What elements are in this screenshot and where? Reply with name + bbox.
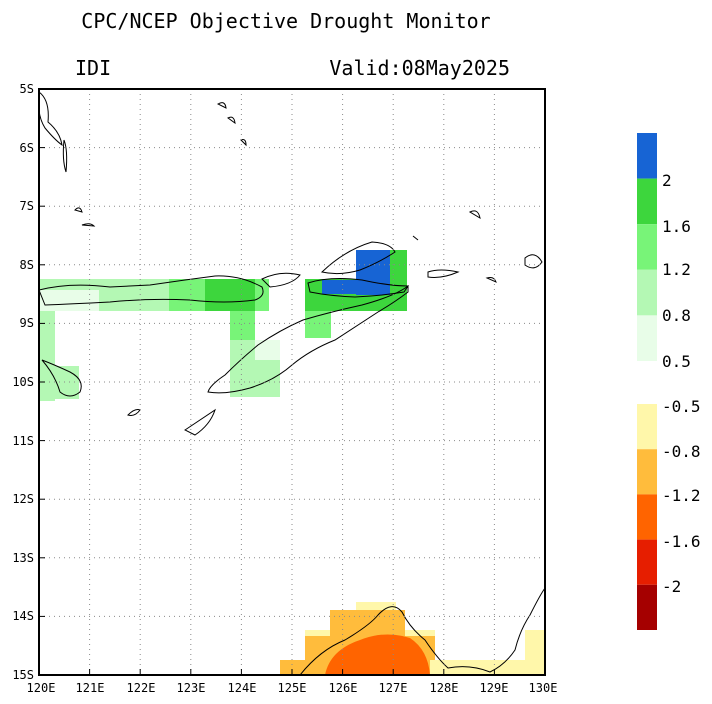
lon-tick-label: 124E (228, 681, 257, 695)
figure-title: CPC/NCEP Objective Drought Monitor (81, 9, 490, 33)
lon-tick-label: 129E (480, 681, 509, 695)
wet-legend-label: 0.5 (662, 352, 691, 371)
wet-legend-label: 0.8 (662, 306, 691, 325)
lon-tick-label: 127E (379, 681, 408, 695)
lat-tick-label: 7S (20, 199, 34, 213)
coast-australia (299, 587, 545, 675)
dry-core (325, 634, 430, 675)
lon-tick-label: 128E (430, 681, 459, 695)
wet-legend-label: 1.2 (662, 260, 691, 279)
wet-cell (255, 340, 280, 360)
coast-flores (39, 275, 264, 306)
lat-tick-label: 13S (12, 551, 34, 565)
lat-tick-label: 14S (12, 609, 34, 623)
lon-tick-label: 130E (529, 681, 558, 695)
index-label: IDI (75, 56, 111, 80)
coast-islet-7 (485, 277, 497, 283)
lat-tick-label: 8S (20, 258, 34, 272)
wet-cell (305, 311, 331, 338)
lon-tick-label: 122E (127, 681, 156, 695)
coast-banda-2 (227, 116, 236, 125)
valid-date: Valid:08May2025 (329, 56, 510, 80)
coast-sumbawa (39, 91, 63, 147)
lat-tick-label: 15S (12, 668, 34, 682)
lon-tick-label: 123E (177, 681, 206, 695)
coast-islet (62, 139, 68, 173)
dry-legend: -0.5 -0.8 -1.2 -1.6 -2 (637, 397, 701, 630)
dry-cell (430, 660, 545, 675)
lat-tick-label: 12S (12, 492, 34, 506)
dry-cell (330, 610, 405, 638)
lon-tick-label: 126E (329, 681, 358, 695)
coast-sumba (41, 359, 82, 397)
dry-legend-label: -2 (662, 577, 681, 596)
coast-banda-3 (240, 139, 247, 147)
coast-islet-4 (468, 210, 481, 220)
wet-cell (322, 280, 362, 294)
legend-swatch (637, 269, 657, 316)
coast-timor (207, 284, 409, 394)
coast-lembata (261, 272, 301, 288)
map-background (39, 89, 545, 675)
dry-legend-label: -0.5 (662, 397, 701, 416)
lat-tick-label: 5S (20, 82, 34, 96)
lat-axis: 5S 6S 7S 8S 9S 10S 11S 12S 13S 14S 15S (12, 82, 34, 682)
wet-legend-label: 1.6 (662, 217, 691, 236)
coastlines (39, 91, 545, 675)
lat-tick-label: 10S (12, 375, 34, 389)
dry-legend-label: -0.8 (662, 442, 701, 461)
lon-axis: 120E 121E 122E 123E 124E 125E 126E 127E … (27, 681, 558, 695)
coast-islet-5 (524, 254, 543, 269)
legend-swatch (637, 404, 657, 450)
coast-savu (127, 409, 141, 416)
lat-tick-label: 11S (12, 434, 34, 448)
wet-legend: 2 1.6 1.2 0.8 0.5 (637, 133, 691, 371)
coast-islet-2 (74, 207, 83, 213)
legend-swatch (637, 584, 657, 630)
coast-islet-6 (427, 269, 460, 278)
wet-legend-label: 2 (662, 171, 672, 190)
wet-cell (205, 279, 255, 311)
lon-tick-label: 125E (278, 681, 307, 695)
lat-tick-label: 6S (20, 141, 34, 155)
legend-swatch (637, 449, 657, 495)
dry-legend-label: -1.2 (662, 486, 701, 505)
coast-rote (184, 408, 216, 436)
drought-cells (39, 250, 545, 675)
coast-islet-8 (412, 235, 419, 241)
map-panel (38, 88, 546, 676)
dry-legend-label: -1.6 (662, 532, 701, 551)
lon-tick-label: 121E (76, 681, 105, 695)
coast-islet-3 (81, 223, 96, 227)
legend-swatch (637, 224, 657, 270)
legend-swatch (637, 133, 657, 179)
lat-tick-label: 9S (20, 316, 34, 330)
wet-cell (39, 311, 55, 401)
legend-swatch (637, 315, 657, 361)
legend-swatch (637, 539, 657, 585)
legend-swatch (637, 178, 657, 225)
coast-banda-1 (216, 102, 227, 109)
lon-tick-label: 120E (27, 681, 56, 695)
wet-cell (39, 290, 99, 311)
coast-wetar (320, 241, 396, 275)
dry-cell (525, 630, 545, 660)
legend-swatch (637, 494, 657, 540)
coast-alor (307, 278, 409, 298)
